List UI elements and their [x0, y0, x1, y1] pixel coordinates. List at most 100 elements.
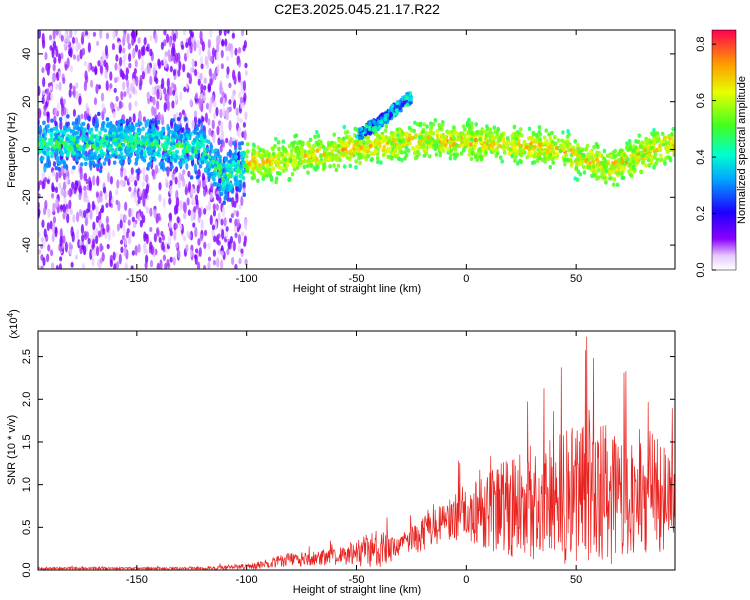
spectral-cell: [231, 160, 236, 166]
spectral-cell: [342, 164, 347, 169]
spectral-cell: [367, 140, 372, 145]
spectral-cell: [209, 30, 213, 38]
spectral-cell: [84, 217, 88, 227]
spectral-cell: [414, 132, 418, 138]
spectral-cell: [75, 211, 80, 223]
spectral-cell: [417, 134, 422, 140]
spectral-cell: [453, 129, 457, 135]
spectral-cell: [438, 153, 443, 158]
spectral-cell: [397, 156, 402, 161]
spectral-cell: [390, 103, 395, 109]
spectral-cell: [95, 142, 100, 147]
spectral-cell: [52, 30, 56, 40]
spectral-cell: [189, 249, 193, 257]
spectral-cell: [191, 197, 195, 204]
spectral-cell: [176, 125, 181, 130]
spectral-cell: [354, 142, 358, 147]
spectral-cell: [469, 137, 474, 142]
spectral-cell: [62, 211, 66, 220]
spectral-cell: [332, 132, 337, 137]
spectral-cell: [256, 145, 261, 150]
spectral-cell: [620, 175, 625, 180]
spectral-cell: [60, 98, 64, 106]
spectral-cell: [105, 123, 110, 128]
spectral-cell: [652, 165, 656, 170]
spectral-cell: [78, 192, 82, 201]
spectral-cell: [344, 134, 349, 140]
spectral-cell: [332, 163, 336, 168]
spectral-cell: [151, 85, 155, 96]
spectral-cell: [217, 174, 221, 179]
x-tick-label: -100: [236, 574, 258, 586]
spectral-cell: [400, 158, 404, 163]
spectral-cell: [43, 228, 47, 238]
spectral-cell: [125, 152, 130, 157]
spectral-cell: [119, 179, 123, 186]
spectral-cell: [44, 51, 48, 61]
spectral-cell: [386, 149, 391, 154]
spectral-cell: [195, 134, 200, 140]
spectral-cell: [209, 191, 213, 200]
spectral-cell: [328, 164, 332, 169]
colorbar-tick-label: 0.8: [695, 36, 707, 51]
spectral-cell: [619, 164, 624, 170]
spectral-cell: [239, 117, 243, 124]
spectral-cell: [241, 169, 246, 175]
spectral-cell: [348, 149, 353, 154]
spectral-cell: [236, 168, 241, 173]
spectral-cell: [168, 212, 173, 223]
spectral-cell: [416, 122, 420, 127]
spectral-cell: [60, 107, 65, 117]
spectral-cell: [225, 186, 229, 192]
spectral-cell: [322, 152, 327, 157]
spectral-cell: [81, 234, 85, 243]
spectral-cell: [285, 151, 290, 157]
spectral-cell: [565, 134, 570, 139]
spectral-cell: [638, 144, 643, 149]
spectral-cell: [160, 113, 164, 123]
spectral-cell: [203, 208, 207, 215]
spectral-cell: [185, 129, 190, 134]
spectral-cell: [591, 159, 595, 165]
spectral-cell: [109, 103, 114, 109]
spectral-cell: [582, 170, 587, 175]
spectral-cell: [452, 125, 456, 130]
spectral-cell: [212, 177, 216, 182]
spectral-cell: [153, 138, 158, 144]
spectral-cell: [472, 145, 477, 151]
spectral-cell: [518, 127, 523, 132]
spectral-cell: [38, 209, 41, 219]
spectral-cell: [200, 93, 204, 100]
spectral-cell: [412, 146, 416, 152]
spectral-cell: [163, 101, 167, 113]
spectral-cell: [629, 153, 633, 159]
spectral-cell: [91, 143, 95, 149]
spectral-cell: [105, 136, 109, 141]
spectral-cell: [148, 161, 153, 167]
spectral-cell: [408, 141, 412, 146]
spectral-cell: [238, 91, 242, 100]
spectral-cell: [175, 134, 180, 139]
spectral-cell: [163, 39, 167, 47]
spectral-cell: [576, 142, 580, 148]
spectral-cell: [213, 69, 217, 81]
spectral-cell: [341, 147, 345, 152]
spectral-cell: [112, 160, 117, 165]
spectral-cell: [429, 121, 433, 126]
spectral-cell: [83, 156, 88, 162]
spectral-cell: [40, 236, 44, 243]
spectral-cell: [596, 175, 601, 180]
spectral-cell: [63, 149, 68, 155]
spectral-cell: [101, 143, 106, 148]
spectral-cell: [544, 128, 549, 133]
spectral-cell: [62, 203, 66, 213]
spectral-cell: [158, 194, 162, 203]
spectral-cell: [169, 185, 173, 195]
y-tick-label: 1.5: [21, 434, 33, 449]
spectral-cell: [212, 259, 217, 266]
spectral-cell: [58, 182, 62, 190]
spectral-cell: [244, 154, 249, 159]
spectral-cell: [49, 220, 53, 230]
spectral-cell: [430, 140, 434, 145]
spectral-cell: [166, 258, 170, 266]
